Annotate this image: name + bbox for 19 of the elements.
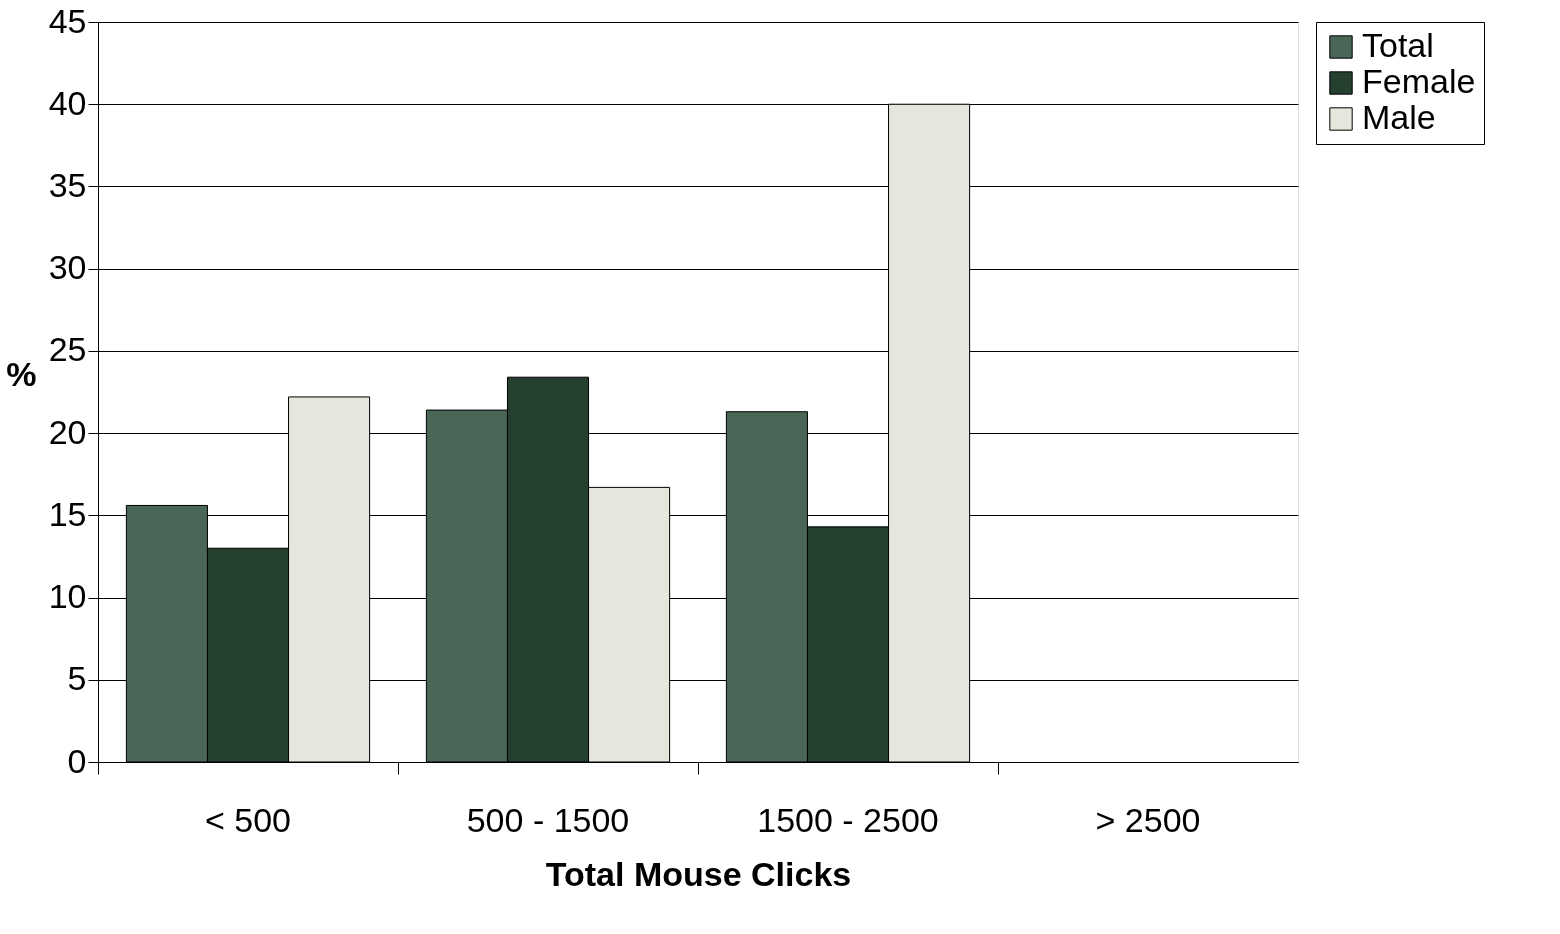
x-tick-label: < 500 xyxy=(204,800,292,839)
legend-label: Male xyxy=(1362,98,1436,136)
x-tick-label: 500 - 1500 xyxy=(466,800,630,839)
legend-label: Female xyxy=(1362,62,1476,100)
y-tick-label: 0 xyxy=(67,741,87,780)
y-axis-title: % xyxy=(6,354,37,393)
y-tick-label: 25 xyxy=(48,330,87,369)
x-axis-title: Total Mouse Clicks xyxy=(545,854,852,893)
y-tick-label: 20 xyxy=(48,412,87,451)
y-tick-label: 5 xyxy=(67,659,87,698)
y-tick-label: 15 xyxy=(48,494,87,533)
legend-label: Total xyxy=(1362,26,1434,64)
y-tick-label: 30 xyxy=(48,248,87,287)
x-tick-label: 1500 - 2500 xyxy=(757,800,939,839)
y-tick-label: 40 xyxy=(48,83,87,122)
y-tick-label: 10 xyxy=(48,577,87,616)
y-tick-label: 45 xyxy=(48,1,87,40)
x-tick-label: > 2500 xyxy=(1095,800,1201,839)
y-tick-label: 35 xyxy=(48,165,87,204)
